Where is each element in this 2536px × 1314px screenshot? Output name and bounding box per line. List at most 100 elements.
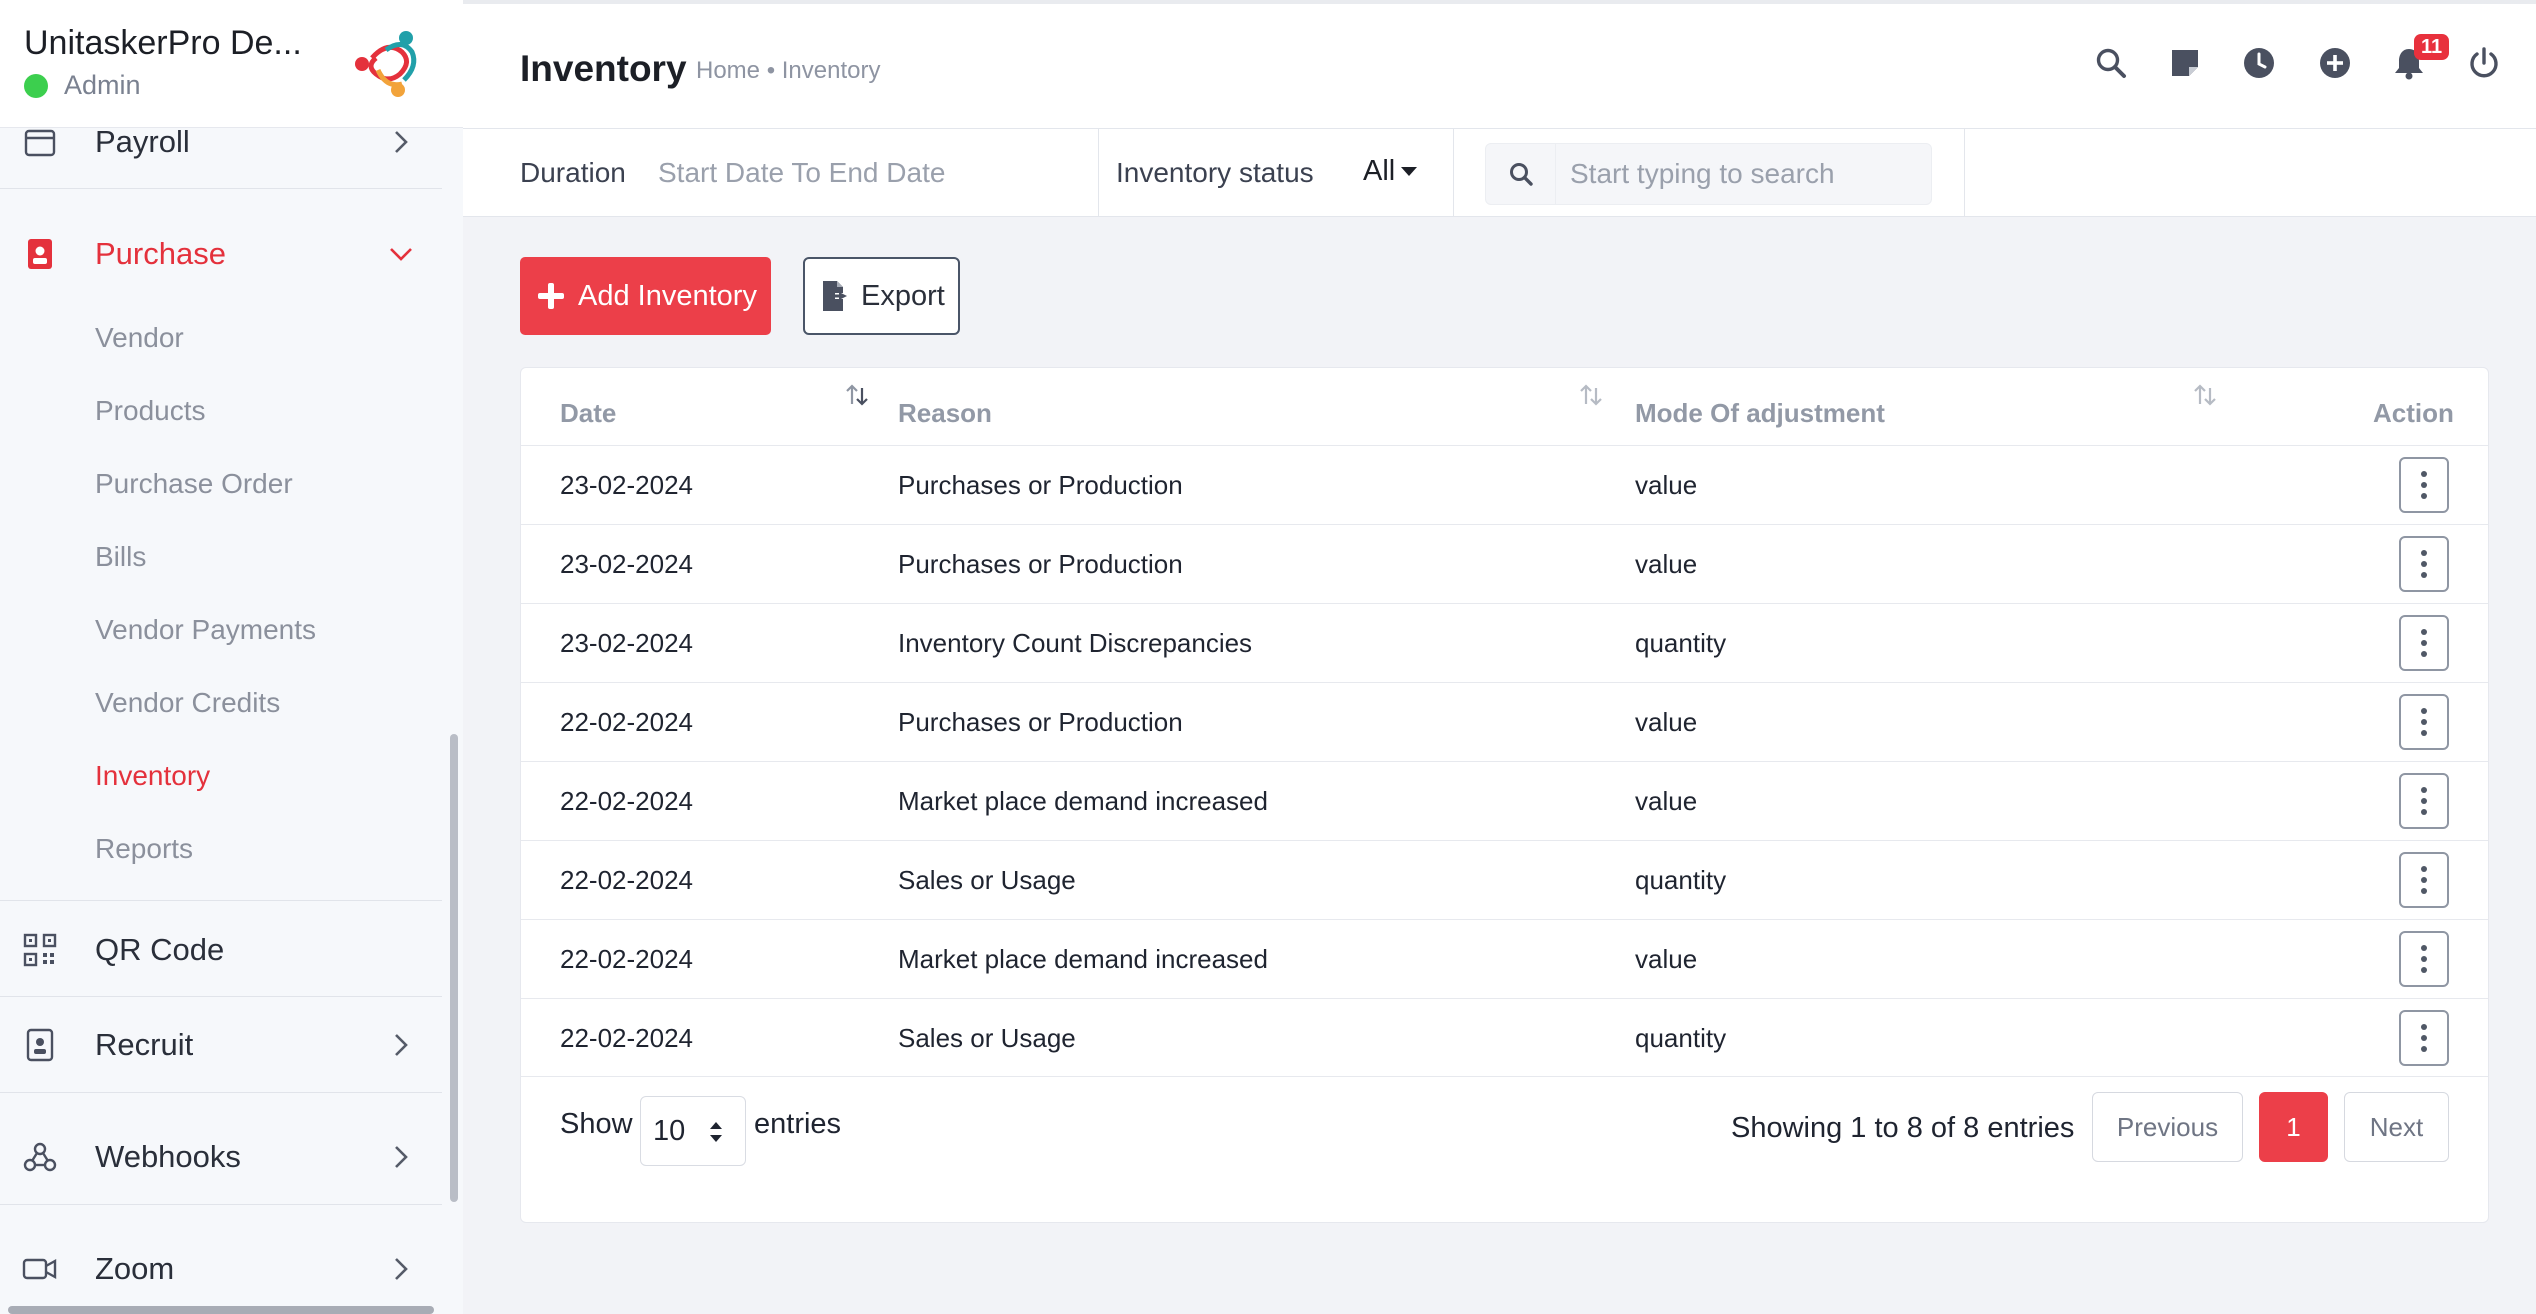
cell-mode: quantity xyxy=(1635,628,1727,658)
chevron-down-icon xyxy=(386,239,416,269)
sidebar-horizontal-scrollbar[interactable] xyxy=(8,1306,434,1314)
export-label: Export xyxy=(861,279,945,312)
column-header-mode[interactable]: Mode Of adjustment xyxy=(1635,398,1885,428)
inventory-table-card: Date Reason Mode Of adjustment Action 23… xyxy=(520,367,2489,1223)
cell-date: 22-02-2024 xyxy=(560,865,693,895)
power-icon[interactable] xyxy=(2465,44,2503,82)
sort-icon[interactable] xyxy=(2192,384,2218,408)
row-actions-menu-icon[interactable] xyxy=(2399,852,2449,908)
entries-label: entries xyxy=(754,1108,842,1140)
row-actions-menu-icon[interactable] xyxy=(2399,931,2449,987)
row-actions-menu-icon[interactable] xyxy=(2399,457,2449,513)
sidebar-item-label: QR Code xyxy=(95,932,225,967)
sidebar-subitem-products[interactable]: Products xyxy=(95,395,206,426)
inventory-status-value: All xyxy=(1363,155,1396,187)
table-row: 22-02-2024 Market place demand increased… xyxy=(521,761,2488,840)
export-button[interactable]: Export xyxy=(803,257,960,335)
search-input[interactable] xyxy=(1558,144,1928,204)
entries-per-page-select[interactable]: 10 xyxy=(640,1096,746,1166)
column-header-date[interactable]: Date xyxy=(560,398,617,428)
caret-down-icon xyxy=(1401,167,1418,176)
online-status-dot xyxy=(24,73,48,98)
cell-date: 23-02-2024 xyxy=(560,628,693,658)
table-row: 23-02-2024 Purchases or Production value xyxy=(521,445,2488,524)
sidebar-subitem-purchase-order[interactable]: Purchase Order xyxy=(95,468,293,499)
sort-icon[interactable] xyxy=(1578,384,1604,408)
user-role: Admin xyxy=(64,70,141,100)
app-name: UnitaskerPro De... xyxy=(24,24,302,62)
divider xyxy=(0,996,442,997)
sort-icon[interactable] xyxy=(844,384,870,408)
previous-page-button[interactable]: Previous xyxy=(2092,1092,2243,1162)
sidebar-item-payroll[interactable]: Payroll xyxy=(0,120,442,164)
divider xyxy=(0,1204,442,1205)
cell-date: 22-02-2024 xyxy=(560,707,693,737)
chevron-right-icon xyxy=(386,1030,416,1060)
row-actions-menu-icon[interactable] xyxy=(2399,1010,2449,1066)
divider xyxy=(0,1092,442,1093)
cell-reason: Market place demand increased xyxy=(898,786,1268,816)
cell-reason: Sales or Usage xyxy=(898,865,1076,895)
add-circle-icon[interactable] xyxy=(2316,44,2354,82)
inventory-status-dropdown[interactable]: All xyxy=(1363,155,1418,188)
row-actions-menu-icon[interactable] xyxy=(2399,773,2449,829)
select-arrows-icon xyxy=(710,1122,722,1142)
cell-reason: Purchases or Production xyxy=(898,707,1183,737)
row-actions-menu-icon[interactable] xyxy=(2399,536,2449,592)
file-export-icon xyxy=(823,281,847,311)
user-status: Admin xyxy=(24,70,141,101)
search-icon[interactable] xyxy=(2092,44,2130,82)
column-header-action: Action xyxy=(2373,398,2454,428)
sidebar-item-label: Zoom xyxy=(95,1251,175,1286)
cell-mode: value xyxy=(1635,549,1698,579)
cell-reason: Market place demand increased xyxy=(898,944,1268,974)
sidebar-subitem-vendor-credits[interactable]: Vendor Credits xyxy=(95,687,281,718)
search-box xyxy=(1485,143,1932,205)
cell-mode: value xyxy=(1635,944,1698,974)
table-row: 22-02-2024 Sales or Usage quantity xyxy=(521,998,2488,1077)
page-1-button[interactable]: 1 xyxy=(2259,1092,2328,1162)
cell-reason: Purchases or Production xyxy=(898,470,1183,500)
cell-mode: quantity xyxy=(1635,865,1727,895)
top-bar: Inventory Home • Inventory xyxy=(463,0,2536,129)
sidebar-subitem-bills[interactable]: Bills xyxy=(95,541,147,572)
sidebar-item-purchase[interactable]: Purchase xyxy=(0,232,442,276)
calendar-icon xyxy=(22,124,58,160)
video-camera-icon xyxy=(22,1251,58,1287)
next-page-button[interactable]: Next xyxy=(2344,1092,2449,1162)
column-header-reason[interactable]: Reason xyxy=(898,398,992,428)
sidebar-scrollbar[interactable] xyxy=(450,734,458,1202)
search-icon xyxy=(1486,144,1556,204)
divider xyxy=(0,900,442,901)
cell-reason: Purchases or Production xyxy=(898,549,1183,579)
sidebar-subitem-vendor-payments[interactable]: Vendor Payments xyxy=(95,614,317,645)
brand-logo-icon[interactable] xyxy=(352,28,424,100)
cell-date: 23-02-2024 xyxy=(560,549,693,579)
sidebar-subitem-inventory[interactable]: Inventory xyxy=(95,760,211,791)
add-inventory-label: Add Inventory xyxy=(578,279,757,312)
breadcrumb[interactable]: Home • Inventory xyxy=(696,57,881,84)
badge-icon xyxy=(22,236,58,272)
row-actions-menu-icon[interactable] xyxy=(2399,694,2449,750)
filter-separator xyxy=(1964,129,1965,217)
qr-code-icon xyxy=(22,932,58,968)
clock-icon[interactable] xyxy=(2240,44,2278,82)
sidebar-item-recruit[interactable]: Recruit xyxy=(0,1023,442,1067)
filter-separator xyxy=(1098,129,1099,217)
sidebar-subitem-vendor[interactable]: Vendor xyxy=(95,322,184,353)
sidebar-item-zoom[interactable]: Zoom xyxy=(0,1247,442,1291)
cell-mode: value xyxy=(1635,786,1698,816)
sidebar-item-qr-code[interactable]: QR Code xyxy=(0,928,442,972)
add-inventory-button[interactable]: Add Inventory xyxy=(520,257,771,335)
sidebar-item-webhooks[interactable]: Webhooks xyxy=(0,1135,442,1179)
sidebar-subitem-reports[interactable]: Reports xyxy=(95,833,194,864)
date-range-picker[interactable]: Start Date To End Date xyxy=(658,157,946,188)
filter-separator xyxy=(1453,129,1454,217)
table-row: 22-02-2024 Sales or Usage quantity xyxy=(521,840,2488,919)
cell-date: 22-02-2024 xyxy=(560,1023,693,1053)
chevron-right-icon xyxy=(386,1142,416,1172)
pagination-summary: Showing 1 to 8 of 8 entries xyxy=(1731,1112,2075,1144)
row-actions-menu-icon[interactable] xyxy=(2399,615,2449,671)
sticky-note-icon[interactable] xyxy=(2166,44,2204,82)
table-row: 22-02-2024 Market place demand increased… xyxy=(521,919,2488,998)
